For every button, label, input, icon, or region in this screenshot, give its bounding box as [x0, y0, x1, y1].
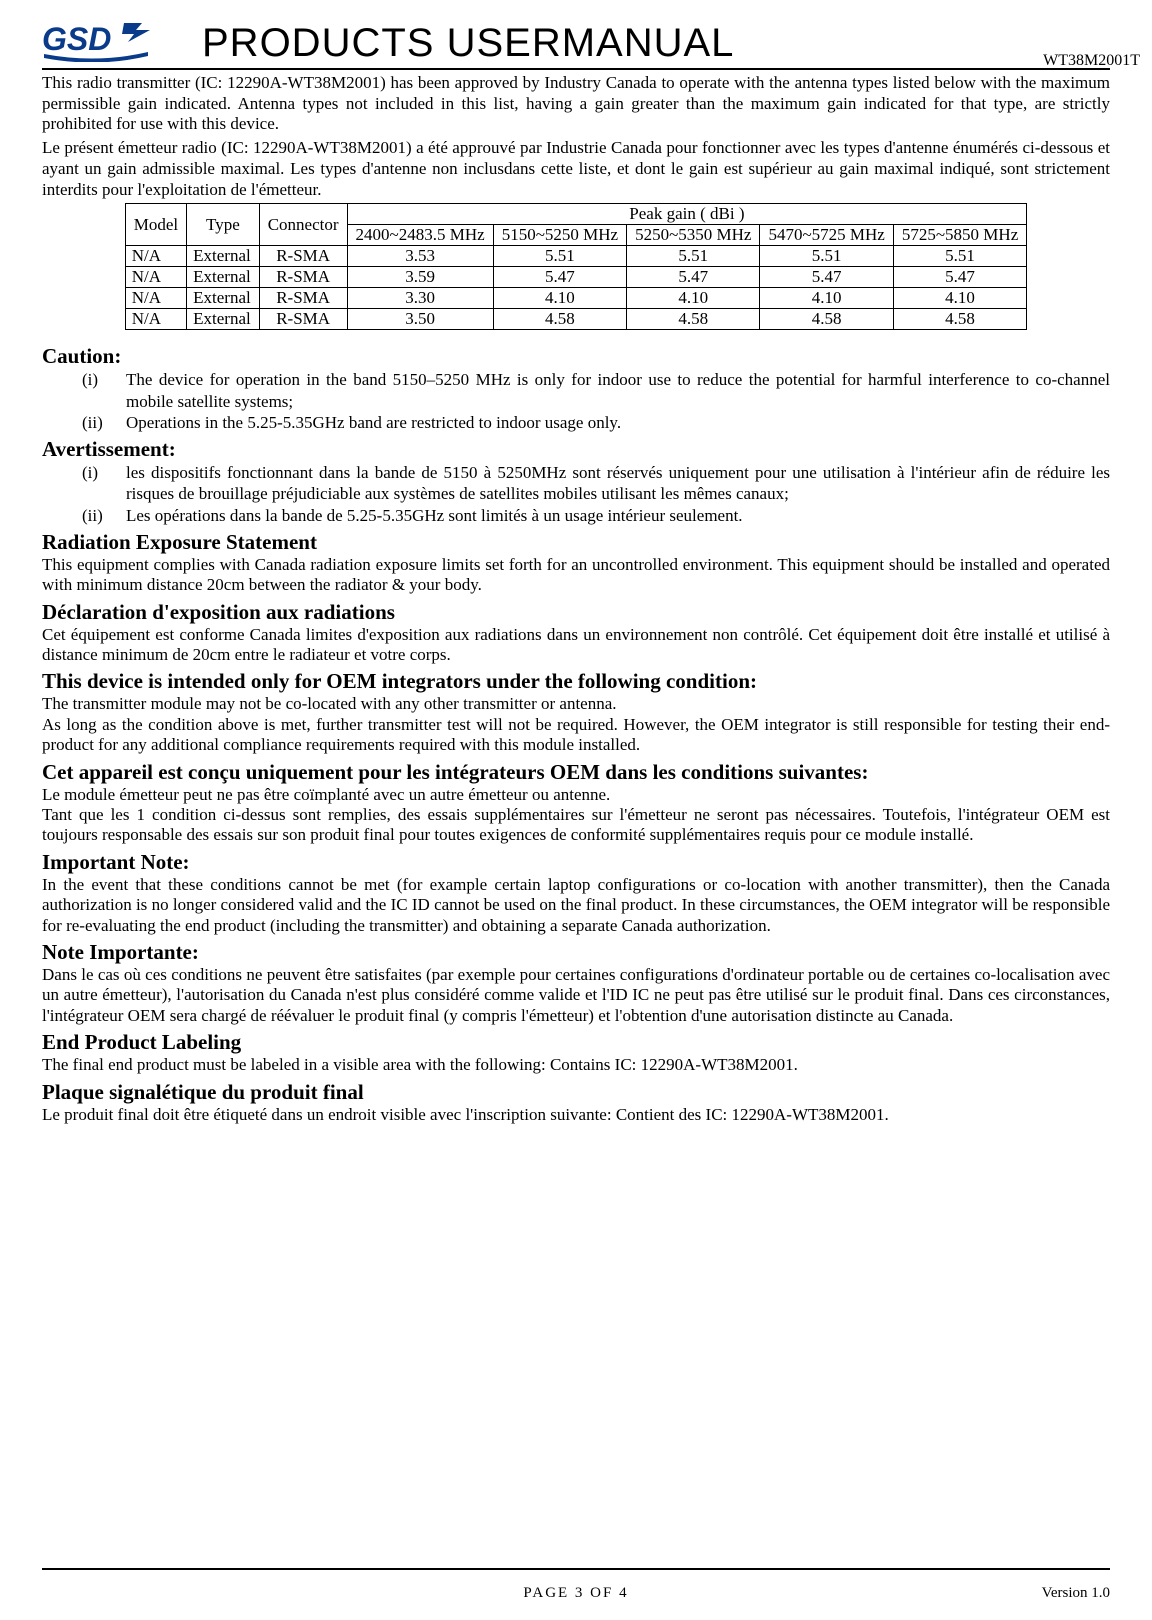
td-val: 5.47 — [627, 267, 760, 288]
list-item: (ii)Les opérations dans la bande de 5.25… — [82, 505, 1110, 526]
important-note-fr-body: Dans le cas où ces conditions ne peuvent… — [42, 965, 1110, 1026]
list-item: (i)The device for operation in the band … — [82, 369, 1110, 412]
list-text: Les opérations dans la bande de 5.25-5.3… — [126, 506, 743, 525]
td-model: N/A — [125, 309, 186, 330]
page-title: PRODUCTS USERMANUAL — [172, 21, 1110, 66]
td-val: 3.50 — [347, 309, 493, 330]
brand-logo: GSD — [42, 20, 152, 62]
th-connector: Connector — [259, 204, 347, 246]
table-row: N/A External R-SMA 3.53 5.51 5.51 5.51 5… — [125, 246, 1027, 267]
footer-rule — [42, 1568, 1110, 1570]
important-note-fr-heading: Note Importante: — [42, 940, 1110, 965]
radiation-en-body: This equipment complies with Canada radi… — [42, 555, 1110, 596]
td-val: 4.10 — [893, 288, 1026, 309]
td-connector: R-SMA — [259, 267, 347, 288]
th-band: 5470~5725 MHz — [760, 225, 893, 246]
oem-en-heading: This device is intended only for OEM int… — [42, 669, 1110, 694]
td-val: 5.47 — [760, 267, 893, 288]
td-connector: R-SMA — [259, 309, 347, 330]
th-band: 2400~2483.5 MHz — [347, 225, 493, 246]
table-row: N/A External R-SMA 3.50 4.58 4.58 4.58 4… — [125, 309, 1027, 330]
avert-list: (i)les dispositifs fonctionnant dans la … — [42, 462, 1110, 526]
td-type: External — [187, 267, 260, 288]
th-type: Type — [187, 204, 260, 246]
version-label: Version 1.0 — [1042, 1585, 1110, 1602]
intro-paragraph-en: This radio transmitter (IC: 12290A-WT38M… — [42, 73, 1110, 135]
model-code: WT38M2001T — [1043, 52, 1140, 70]
th-band: 5725~5850 MHz — [893, 225, 1026, 246]
end-label-en-heading: End Product Labeling — [42, 1030, 1110, 1055]
td-val: 4.58 — [627, 309, 760, 330]
gain-table: Model Type Connector Peak gain ( dBi ) 2… — [125, 203, 1028, 330]
td-val: 3.53 — [347, 246, 493, 267]
list-text: The device for operation in the band 515… — [126, 370, 1110, 410]
td-type: External — [187, 288, 260, 309]
oem-en-p2: As long as the condition above is met, f… — [42, 715, 1110, 756]
td-val: 5.51 — [760, 246, 893, 267]
td-val: 5.47 — [493, 267, 626, 288]
td-val: 5.51 — [493, 246, 626, 267]
td-val: 4.58 — [760, 309, 893, 330]
radiation-en-heading: Radiation Exposure Statement — [42, 530, 1110, 555]
oem-fr-heading: Cet appareil est conçu uniquement pour l… — [42, 760, 1110, 785]
header: GSD PRODUCTS USERMANUAL WT38M2001T — [42, 20, 1110, 70]
td-connector: R-SMA — [259, 246, 347, 267]
oem-en-p1: The transmitter module may not be co-loc… — [42, 694, 1110, 714]
caution-list: (i)The device for operation in the band … — [42, 369, 1110, 433]
td-model: N/A — [125, 267, 186, 288]
end-label-fr-body: Le produit final doit être étiqueté dans… — [42, 1105, 1110, 1125]
list-item: (ii)Operations in the 5.25-5.35GHz band … — [82, 412, 1110, 433]
td-model: N/A — [125, 288, 186, 309]
table-row: N/A External R-SMA 3.59 5.47 5.47 5.47 5… — [125, 267, 1027, 288]
td-val: 4.10 — [493, 288, 626, 309]
th-peak-gain: Peak gain ( dBi ) — [347, 204, 1027, 225]
td-val: 5.47 — [893, 267, 1026, 288]
td-connector: R-SMA — [259, 288, 347, 309]
important-note-en-heading: Important Note: — [42, 850, 1110, 875]
td-val: 3.59 — [347, 267, 493, 288]
th-model: Model — [125, 204, 186, 246]
end-label-en-body: The final end product must be labeled in… — [42, 1055, 1110, 1075]
document-page: GSD PRODUCTS USERMANUAL WT38M2001T This … — [0, 0, 1152, 1125]
td-val: 4.58 — [493, 309, 626, 330]
td-model: N/A — [125, 246, 186, 267]
td-val: 4.10 — [760, 288, 893, 309]
table-header-row: Model Type Connector Peak gain ( dBi ) — [125, 204, 1027, 225]
svg-text:GSD: GSD — [42, 21, 111, 57]
important-note-en-body: In the event that these conditions canno… — [42, 875, 1110, 936]
radiation-fr-heading: Déclaration d'exposition aux radiations — [42, 600, 1110, 625]
td-val: 3.30 — [347, 288, 493, 309]
end-label-fr-heading: Plaque signalétique du produit final — [42, 1080, 1110, 1105]
list-item: (i)les dispositifs fonctionnant dans la … — [82, 462, 1110, 505]
page-number: PAGE 3 OF 4 — [523, 1585, 628, 1602]
td-val: 4.58 — [893, 309, 1026, 330]
radiation-fr-body: Cet équipement est conforme Canada limit… — [42, 625, 1110, 666]
list-text: Operations in the 5.25-5.35GHz band are … — [126, 413, 621, 432]
table-row: N/A External R-SMA 3.30 4.10 4.10 4.10 4… — [125, 288, 1027, 309]
td-val: 4.10 — [627, 288, 760, 309]
oem-fr-p1: Le module émetteur peut ne pas être coïm… — [42, 785, 1110, 805]
intro-paragraph-fr: Le présent émetteur radio (IC: 12290A-WT… — [42, 138, 1110, 200]
td-val: 5.51 — [893, 246, 1026, 267]
footer: PAGE 3 OF 4 Version 1.0 — [42, 1585, 1110, 1602]
td-type: External — [187, 246, 260, 267]
caution-heading: Caution: — [42, 344, 1110, 369]
th-band: 5250~5350 MHz — [627, 225, 760, 246]
td-type: External — [187, 309, 260, 330]
th-band: 5150~5250 MHz — [493, 225, 626, 246]
avert-heading: Avertissement: — [42, 437, 1110, 462]
td-val: 5.51 — [627, 246, 760, 267]
list-text: les dispositifs fonctionnant dans la ban… — [126, 463, 1110, 503]
oem-fr-p2: Tant que les 1 condition ci-dessus sont … — [42, 805, 1110, 846]
